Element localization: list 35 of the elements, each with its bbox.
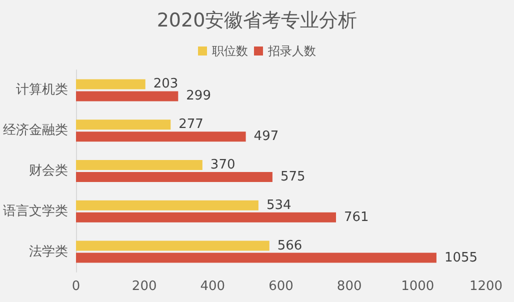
legend-label: 招录人数 xyxy=(267,44,316,58)
x-tick-label: 200 xyxy=(132,279,157,294)
data-label: 1055 xyxy=(444,250,478,266)
bar xyxy=(76,79,146,90)
data-label: 299 xyxy=(186,88,211,104)
bar xyxy=(76,212,336,222)
data-label: 497 xyxy=(254,129,279,144)
data-label: 370 xyxy=(210,158,236,172)
x-tick-label: 1200 xyxy=(469,279,503,294)
x-tick-label: 1000 xyxy=(401,279,434,294)
bar xyxy=(76,240,270,251)
x-tick-label: 0 xyxy=(72,279,80,294)
bar xyxy=(76,91,178,102)
bar xyxy=(76,252,436,263)
data-label: 534 xyxy=(266,198,292,213)
bar xyxy=(76,200,258,210)
data-label: 566 xyxy=(277,238,302,254)
data-label: 203 xyxy=(153,76,178,92)
x-tick-label: 600 xyxy=(268,279,294,294)
data-label: 575 xyxy=(280,170,306,184)
legend-label: 职位数 xyxy=(212,44,248,58)
bar xyxy=(76,160,202,170)
bar xyxy=(76,120,171,130)
bar xyxy=(76,132,246,142)
y-tick-label: 财会类 xyxy=(29,164,68,178)
y-tick-label: 语言文学类 xyxy=(3,202,68,219)
x-tick-label: 800 xyxy=(336,279,362,294)
y-tick-label: 计算机类 xyxy=(16,82,68,98)
chart-title: 2020安徽省考专业分析 xyxy=(156,10,358,32)
bar xyxy=(76,172,272,182)
data-label: 277 xyxy=(178,117,204,132)
x-tick-label: 400 xyxy=(200,279,226,294)
y-tick-label: 经济金融类 xyxy=(3,123,68,138)
y-tick-label: 法学类 xyxy=(29,244,68,260)
data-label: 761 xyxy=(344,210,369,225)
